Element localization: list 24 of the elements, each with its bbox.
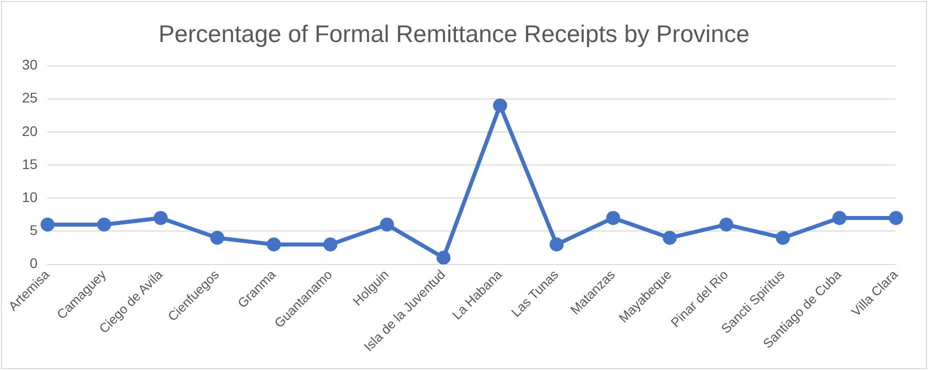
y-tick-label: 15 bbox=[22, 156, 38, 172]
point bbox=[606, 210, 620, 225]
point bbox=[832, 210, 846, 225]
point bbox=[493, 98, 508, 113]
point bbox=[380, 218, 394, 232]
point bbox=[154, 210, 168, 225]
point bbox=[550, 237, 564, 252]
y-tick-label: 20 bbox=[22, 122, 38, 139]
point bbox=[266, 237, 281, 252]
y-tick-label: 30 bbox=[22, 56, 38, 73]
point bbox=[719, 218, 734, 232]
point bbox=[40, 218, 55, 232]
point bbox=[662, 230, 677, 245]
point bbox=[436, 250, 451, 264]
point bbox=[889, 210, 903, 225]
point bbox=[97, 218, 112, 232]
chart-title: Percentage of Formal Remittance Receipts by Province bbox=[158, 21, 750, 48]
y-tick-label: 25 bbox=[22, 90, 38, 106]
point bbox=[210, 230, 224, 245]
point bbox=[776, 230, 790, 245]
y-tick-label: 5 bbox=[30, 222, 38, 238]
point bbox=[323, 237, 338, 252]
y-tick-label: 0 bbox=[30, 255, 38, 272]
y-tick-label: 10 bbox=[22, 189, 38, 206]
